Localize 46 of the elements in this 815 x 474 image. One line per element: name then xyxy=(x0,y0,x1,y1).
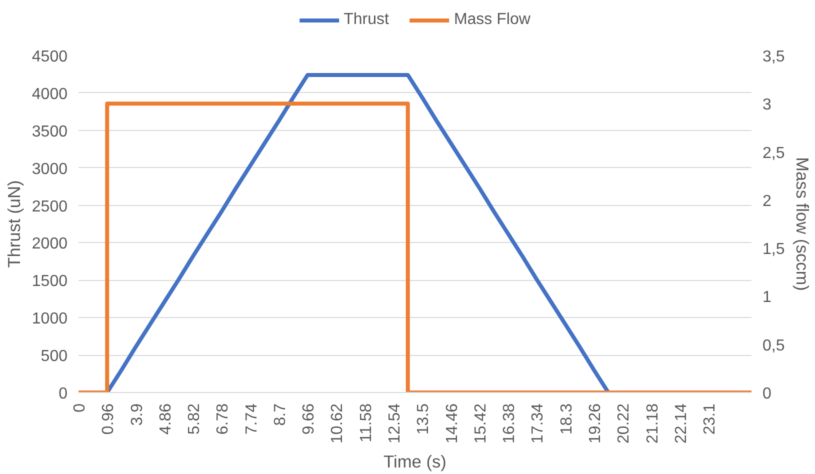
x-tick-label: 4.86 xyxy=(157,403,174,435)
y2-tick-label: 1 xyxy=(762,289,772,306)
x-tick-label: 9.66 xyxy=(300,403,318,435)
x-tick-label: 11.58 xyxy=(358,403,375,442)
y2-tick-label: 0 xyxy=(762,386,772,402)
x-tick-label: 8.7 xyxy=(272,403,289,426)
y-tick-label: 1000 xyxy=(32,310,68,328)
y2-tick-label: 3 xyxy=(762,96,772,114)
x-tick-label: 20.22 xyxy=(616,403,633,444)
x-axis-title: Time (s) xyxy=(384,452,446,472)
y-tick-label: 4500 xyxy=(32,48,68,66)
legend-label: Mass Flow xyxy=(454,11,530,29)
x-tick-label: 7.74 xyxy=(243,403,260,435)
y2-tick-label: 0,5 xyxy=(762,337,785,354)
legend-label: Thrust xyxy=(344,11,389,29)
x-tick-label: 15.42 xyxy=(472,403,490,444)
y-tick-label: 3500 xyxy=(32,123,68,140)
x-tick-label: 18.3 xyxy=(558,403,576,435)
x-tick-label: 16.38 xyxy=(501,403,518,444)
x-tick-label: 23.1 xyxy=(702,403,719,435)
y2-tick-label: 3,5 xyxy=(762,48,785,66)
x-tick-label: 5.82 xyxy=(186,403,204,435)
x-tick-label: 12.54 xyxy=(386,403,404,444)
x-tick-label: 10.62 xyxy=(329,403,346,444)
y2-tick-label: 2,5 xyxy=(762,144,785,162)
y-tick-label: 2500 xyxy=(32,198,68,216)
x-tick-label: 22.14 xyxy=(672,403,690,444)
y-tick-label: 2000 xyxy=(32,236,68,253)
x-tick-label: 0 xyxy=(72,403,88,412)
y-tick-label: 500 xyxy=(40,348,68,366)
x-tick-label: 13.5 xyxy=(415,403,432,435)
y2-tick-label: 1,5 xyxy=(762,241,785,258)
x-tick-label: 17.34 xyxy=(530,403,547,444)
y-tick-label: 4000 xyxy=(32,86,68,103)
y2-axis-title: Mass flow (sccm) xyxy=(792,157,813,291)
x-tick-label: 21.18 xyxy=(644,403,662,444)
y2-tick-label: 2 xyxy=(762,192,772,210)
y-tick-label: 0 xyxy=(58,386,68,402)
y-axis-title: Thrust (uN) xyxy=(4,180,24,268)
x-tick-label: 0.96 xyxy=(100,403,118,435)
y-tick-label: 1500 xyxy=(32,273,68,290)
x-tick-label: 6.78 xyxy=(214,403,232,435)
x-tick-label: 3.9 xyxy=(128,403,146,426)
x-tick-label: 14.46 xyxy=(444,403,461,444)
y-tick-label: 3000 xyxy=(32,160,68,178)
x-tick-label: 19.26 xyxy=(586,403,604,444)
